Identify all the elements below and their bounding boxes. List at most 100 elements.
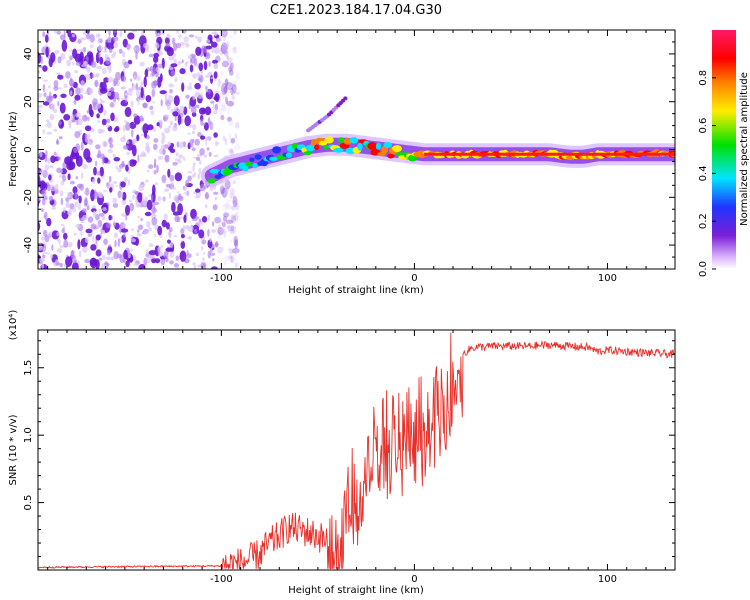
spectrogram-noise-blob <box>230 87 234 96</box>
spectrogram-noise-blob <box>215 227 219 231</box>
spectrogram-noise-blob <box>39 151 43 158</box>
spectrogram-noise-blob <box>99 56 104 65</box>
spectrogram-noise-blob <box>83 190 87 195</box>
spectrogram-noise-blob <box>123 176 128 183</box>
spectrogram-noise-blob <box>157 225 163 236</box>
spectrogram-noise-blob <box>179 41 185 46</box>
spectrogram-noise-blob <box>61 39 68 52</box>
spectrogram-noise-blob <box>125 204 130 216</box>
spectrogram-noise-blob <box>164 127 171 134</box>
spectrogram-noise-blob <box>95 74 99 78</box>
spectrogram-noise-blob <box>223 185 229 190</box>
spectrogram-noise-blob <box>231 205 235 211</box>
spectrogram-noise-blob <box>99 129 105 134</box>
spectrogram-noise-blob <box>148 243 154 248</box>
spectrogram-noise-blob <box>38 195 41 201</box>
spectrogram-noise-blob <box>174 215 179 223</box>
spectrogram-noise-blob <box>117 238 120 247</box>
spectrogram-noise-blob <box>165 183 171 188</box>
spectrogram-noise-blob <box>222 135 226 141</box>
spectrogram-noise-blob <box>123 144 129 150</box>
spectrogram-noise-blob <box>90 61 97 68</box>
spectrogram-noise-blob <box>135 50 138 60</box>
spectrogram-noise-blob <box>78 195 82 204</box>
spectrogram-noise-blob <box>84 258 91 264</box>
spectrogram-noise-blob <box>112 197 117 204</box>
spectrogram-noise-blob <box>84 60 88 67</box>
spectrogram-noise-blob <box>34 140 36 146</box>
spectrogram-trace-blob <box>392 145 402 153</box>
spectrogram-noise-blob <box>188 124 193 128</box>
spectrogram-noise-blob <box>219 246 225 252</box>
spectrogram-noise-blob <box>220 42 228 55</box>
spectrogram-noise-blob <box>47 96 53 103</box>
spectrogram-noise-blob <box>144 211 152 217</box>
spectrogram-noise-blob <box>139 115 144 122</box>
spectrogram-noise-blob <box>232 46 237 52</box>
spectrogram-noise-blob <box>227 225 232 232</box>
snr-y-tick-label: 1.0 <box>23 427 34 443</box>
spectrogram-noise-blob <box>227 255 232 259</box>
spectrogram-noise-blob <box>99 192 104 199</box>
spectrogram-noise-blob <box>120 228 129 233</box>
spectrogram-noise-blob <box>169 174 175 182</box>
spectrogram-noise-blob <box>217 227 224 236</box>
spectrogram-noise-blob <box>120 181 126 188</box>
spectrogram-noise-blob <box>61 223 65 227</box>
spectrogram-noise-blob <box>175 255 180 261</box>
spectrogram-noise-blob <box>187 175 192 182</box>
spectrogram-noise-blob <box>34 183 37 187</box>
spectrogram-noise-blob <box>208 151 212 157</box>
colorbar-tick-label: 0.4 <box>698 165 709 181</box>
spectrogram-noise-blob <box>60 180 65 186</box>
spectrogram-noise-blob <box>117 167 122 173</box>
spectrogram-noise-blob <box>89 33 95 43</box>
spectrogram-noise-blob <box>197 36 203 43</box>
spectrogram-noise-blob <box>194 195 200 199</box>
spectrogram-noise-blob <box>89 257 98 269</box>
spectrogram-noise-blob <box>83 198 88 207</box>
spectrogram-noise-blob <box>57 87 63 90</box>
spectrogram-noise-blob <box>180 240 186 249</box>
spectrogram-y-tick-label: 40 <box>23 48 34 61</box>
spectrogram-noise-blob <box>168 94 172 98</box>
spectrogram-noise-blob <box>96 120 101 123</box>
spectrogram-noise-blob <box>152 184 156 195</box>
spectrogram-noise-blob <box>195 252 199 257</box>
spectrogram-noise-blob <box>233 50 239 54</box>
spectrogram-noise-blob <box>57 56 62 64</box>
spectrogram-noise-blob <box>230 62 234 71</box>
spectrogram-noise-blob <box>228 57 233 63</box>
spectrogram-noise-blob <box>113 251 119 260</box>
spectrogram-noise-blob <box>108 137 113 145</box>
spectrogram-noise-blob <box>157 32 160 38</box>
spectrogram-noise-blob <box>173 263 180 268</box>
spectrogram-noise-blob <box>148 227 152 232</box>
spectrogram-y-axis-label: Frequency (Hz) <box>8 111 19 187</box>
spectrogram-noise-blob <box>236 261 240 268</box>
spectrogram-noise-blob <box>42 198 46 206</box>
spectrogram-trace-blob <box>367 142 378 150</box>
spectrogram-noise-blob <box>153 138 159 143</box>
spectrogram-noise-blob <box>96 113 100 119</box>
spectrogram-noise-blob <box>57 100 60 107</box>
spectrogram-noise-blob <box>81 114 88 122</box>
spectrogram-noise-blob <box>158 51 163 56</box>
spectrogram-noise-blob <box>187 132 191 135</box>
spectrogram-noise-blob <box>216 246 223 254</box>
spectrogram-noise-blob <box>164 154 170 163</box>
spectrogram-noise-blob <box>104 53 108 59</box>
spectrogram-noise-blob <box>220 114 225 121</box>
spectrogram-noise-blob <box>183 185 188 192</box>
spectrogram-noise-blob <box>174 158 181 162</box>
spectrogram-noise-blob <box>81 208 87 213</box>
spectrogram-trace-blob <box>383 142 393 148</box>
spectrogram-noise-blob <box>197 77 202 82</box>
spectrogram-noise-blob <box>223 50 228 57</box>
spectrogram-noise-blob <box>56 153 59 158</box>
spectrogram-noise-blob <box>34 177 38 180</box>
spectrogram-noise-blob <box>109 48 113 53</box>
spectrogram-noise-blob <box>221 83 228 96</box>
spectrogram-noise-blob <box>61 210 69 220</box>
spectrogram-noise-blob <box>232 80 237 88</box>
